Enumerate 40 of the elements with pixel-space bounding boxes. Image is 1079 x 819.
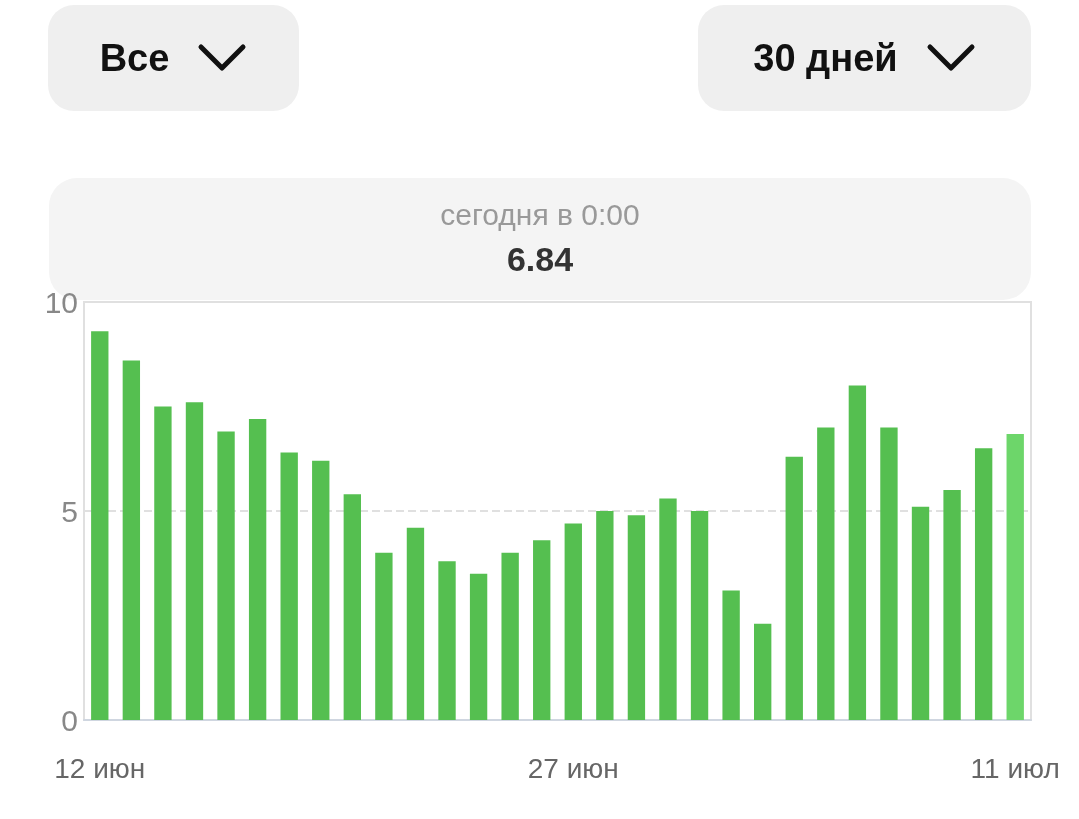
bar <box>974 448 993 720</box>
bar <box>501 552 519 720</box>
bar <box>217 431 235 720</box>
bar <box>122 360 141 720</box>
bar <box>596 511 614 720</box>
bar <box>91 331 109 720</box>
bar <box>1006 434 1024 720</box>
bar <box>754 623 772 720</box>
bar <box>375 552 393 720</box>
bar <box>785 456 803 720</box>
bar <box>343 494 361 720</box>
bar <box>154 406 172 720</box>
bar <box>690 511 709 720</box>
text: 30 дней <box>753 36 898 80</box>
bar <box>185 402 204 720</box>
bar <box>533 540 551 720</box>
y-tick-label: 0 <box>61 703 78 737</box>
text: сегодня в 0:00 <box>439 198 641 232</box>
bar <box>312 460 330 720</box>
y-tick-label: 5 <box>61 494 78 528</box>
bar <box>659 498 677 720</box>
bar <box>438 561 456 720</box>
x-tick-label: 27 июн <box>527 752 619 784</box>
bar <box>943 490 961 720</box>
bar <box>248 419 267 720</box>
x-tick-label: 11 июл <box>970 752 1060 784</box>
bar <box>469 573 488 720</box>
bar <box>880 427 898 720</box>
bar <box>911 506 930 720</box>
bar <box>722 590 740 720</box>
bar <box>848 385 867 720</box>
text: Все <box>99 36 170 80</box>
bar <box>627 515 646 720</box>
text: 6.84 <box>505 240 575 279</box>
x-tick-label: 12 июн <box>54 752 146 784</box>
bar <box>564 523 582 720</box>
bar <box>817 427 835 720</box>
bar <box>406 527 425 720</box>
bar <box>280 452 298 720</box>
y-tick-label: 10 <box>44 285 78 319</box>
